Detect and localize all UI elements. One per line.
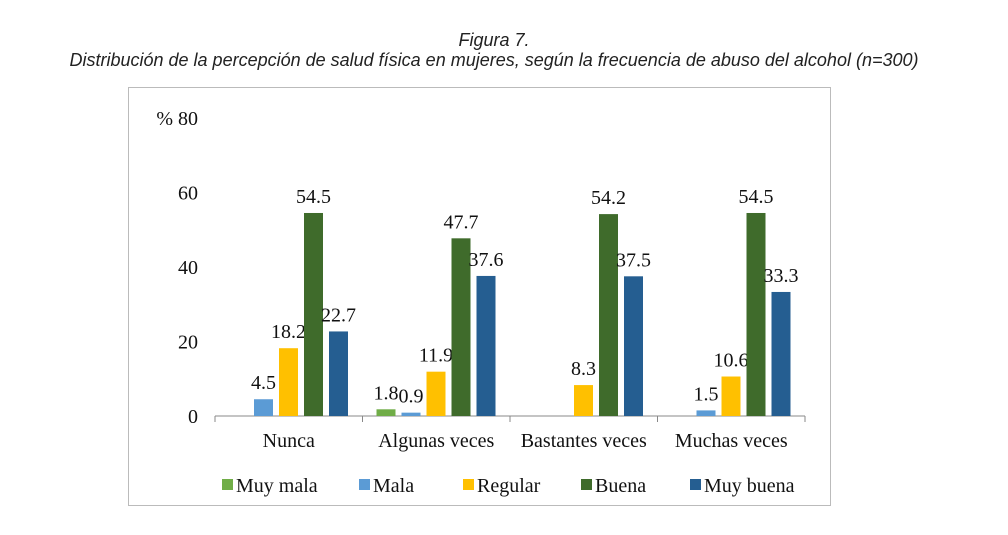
data-label: 4.5 (251, 372, 276, 394)
data-label: 54.2 (591, 187, 626, 209)
figure-title: Distribución de la percepción de salud f… (69, 50, 919, 70)
data-label: 1.8 (374, 382, 399, 404)
bar (574, 385, 593, 416)
data-label: 33.3 (764, 265, 799, 287)
data-label: 8.3 (571, 358, 596, 380)
y-tick-label: 60 (178, 183, 198, 205)
legend-label: Muy mala (236, 475, 318, 497)
legend-label: Mala (373, 475, 414, 497)
bar (304, 212, 323, 416)
bar (746, 212, 766, 416)
bar (451, 238, 471, 416)
x-tick-label: Bastantes veces (521, 430, 647, 452)
bar (476, 275, 496, 416)
legend-label: Regular (477, 475, 541, 497)
legend-swatch (581, 479, 592, 490)
legend-swatch (463, 479, 474, 490)
bar (696, 410, 716, 416)
data-label: 11.9 (419, 345, 453, 367)
data-label: 22.7 (321, 304, 356, 326)
data-label: 54.5 (739, 186, 774, 208)
y-tick-label: 40 (178, 257, 198, 279)
bar (376, 409, 396, 416)
bar (254, 399, 273, 416)
x-tick-label: Nunca (263, 430, 315, 452)
x-tick-label: Algunas veces (378, 430, 494, 452)
data-label: 1.5 (694, 383, 719, 405)
figure-number: Figura 7. (458, 30, 530, 50)
data-label: 37.6 (469, 249, 504, 271)
legend-label: Buena (595, 475, 646, 497)
y-tick-label: % 80 (156, 108, 198, 130)
y-tick-label: 0 (188, 406, 198, 428)
legend-label: Muy buena (704, 475, 795, 497)
data-label: 0.9 (399, 386, 424, 408)
x-tick-label: Muchas veces (675, 430, 788, 452)
bar (279, 348, 298, 416)
bar (721, 376, 741, 416)
bar (329, 331, 348, 416)
data-label: 54.5 (296, 186, 331, 208)
data-label: 10.6 (714, 350, 749, 372)
legend-swatch (690, 479, 701, 490)
bar (624, 276, 643, 416)
bar (426, 371, 446, 416)
bar (401, 412, 421, 416)
bar (771, 291, 791, 416)
data-label: 18.2 (271, 321, 306, 343)
bar (599, 214, 618, 416)
data-label: 37.5 (616, 249, 651, 271)
y-tick-label: 20 (178, 332, 198, 354)
legend-swatch (359, 479, 370, 490)
data-label: 47.7 (444, 211, 479, 233)
legend-swatch (222, 479, 233, 490)
